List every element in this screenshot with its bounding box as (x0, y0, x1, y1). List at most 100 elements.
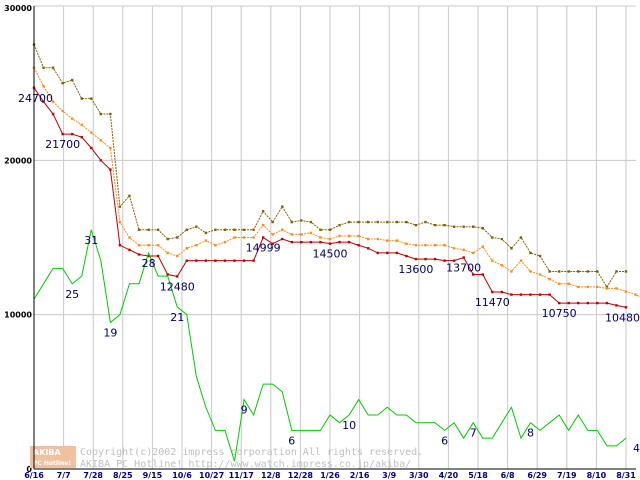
series-1-point (366, 237, 370, 241)
series-2-point (42, 100, 45, 103)
data-label: 25 (65, 288, 79, 301)
series-2-point (395, 251, 399, 255)
series-1-point (481, 245, 484, 248)
series-0-point (538, 254, 542, 258)
series-2-point (271, 242, 274, 245)
series-0-point (395, 220, 399, 224)
x-tick-label: 9/15 (143, 471, 163, 480)
series-0-point (366, 220, 370, 224)
series-2-point (500, 290, 504, 294)
series-2-point (214, 259, 217, 262)
series-2-point (405, 254, 408, 258)
data-label: 9 (241, 404, 248, 417)
series-1-point (290, 233, 294, 236)
data-labels: 24700 21700 12480 14999 14500 13600 13700 11470… (18, 92, 640, 455)
series-line-3 (33, 229, 627, 462)
series-0-point (109, 112, 112, 116)
series-0-point (185, 228, 188, 231)
series-0-point (137, 228, 141, 231)
series-2-point (452, 259, 456, 262)
series-0-point (61, 81, 64, 85)
series-2-point (386, 251, 389, 255)
series-1-point (510, 270, 513, 273)
series-1-point (99, 139, 103, 142)
x-tick-label: 8/25 (113, 471, 133, 480)
series-1-point (51, 100, 55, 103)
series-1-point (577, 285, 580, 289)
series-1-point (176, 254, 179, 258)
x-tick-label: 12/28 (288, 471, 314, 480)
series-0-point (510, 247, 513, 250)
series-line-0 (33, 44, 626, 288)
series-2-point (300, 240, 303, 244)
series-2-point (529, 293, 532, 296)
series-1-point (271, 233, 274, 236)
data-label: 19 (103, 326, 117, 339)
series-1-point (462, 248, 465, 252)
series-0-point (577, 270, 580, 273)
series-1-point (519, 259, 523, 262)
series-2-point (605, 301, 609, 305)
series-0-point (567, 270, 570, 273)
series-1-point (109, 146, 112, 150)
series-2-point (99, 159, 103, 162)
series-1-point (233, 236, 236, 239)
series-2-point (166, 273, 169, 276)
series-1-point (214, 244, 217, 247)
series-1-point (261, 223, 265, 227)
series-1-point (472, 251, 475, 255)
series-0-point (338, 223, 341, 227)
series-lines (32, 43, 640, 462)
x-tick-label: 5/18 (468, 471, 488, 480)
series-1-point (395, 239, 399, 242)
series-2-point (281, 237, 284, 241)
series-0-point (261, 210, 265, 213)
series-1-point (147, 244, 150, 247)
series-0-point (433, 223, 437, 227)
series-0-point (462, 225, 465, 228)
series-1-point (357, 234, 360, 238)
series-1-point (204, 239, 208, 242)
series-2-point (338, 240, 341, 244)
series-2-point (118, 244, 122, 247)
series-2-point (90, 146, 93, 150)
gridlines (33, 5, 636, 469)
plot-background (34, 6, 636, 469)
series-0-point (51, 66, 55, 69)
series-1-point (166, 251, 169, 255)
y-tick-label: 0 (26, 465, 32, 474)
series-0-point (376, 220, 379, 224)
series-1-point (443, 244, 446, 247)
series-0-point (90, 97, 93, 100)
series-2-point (185, 259, 188, 262)
y-tick-label: 10000 (4, 311, 32, 320)
series-0-point (586, 270, 590, 273)
series-0-point (557, 270, 561, 273)
series-1-point (624, 290, 628, 293)
series-2-point (242, 259, 246, 262)
watermark-logo (30, 446, 76, 468)
x-tick-label: 4/20 (439, 471, 459, 480)
series-1-point (252, 236, 255, 239)
data-label: 24700 (18, 92, 53, 105)
series-2-point (443, 259, 446, 262)
series-0-point (281, 205, 284, 208)
series-1-point (634, 293, 637, 296)
series-1-point (118, 220, 122, 224)
series-2-point (491, 290, 494, 294)
x-tick-label: 3/30 (409, 471, 429, 480)
data-label: 6 (288, 434, 295, 447)
watermark-site: AKIBA PC Hotline! http://www.watch.impre… (80, 459, 411, 470)
watermark-logo-bottom: PC Hotline! (33, 460, 71, 467)
series-2-point (233, 259, 236, 262)
series-2-point (204, 259, 208, 262)
series-2-point (376, 251, 379, 255)
series-2-point (519, 293, 523, 296)
series-2-point (538, 293, 542, 296)
data-label: 8 (527, 427, 534, 440)
series-1-point (433, 244, 437, 247)
series-2-point (548, 293, 551, 296)
series-1-point (328, 237, 332, 241)
series-1-point (80, 123, 83, 127)
series-1-point (309, 231, 313, 235)
